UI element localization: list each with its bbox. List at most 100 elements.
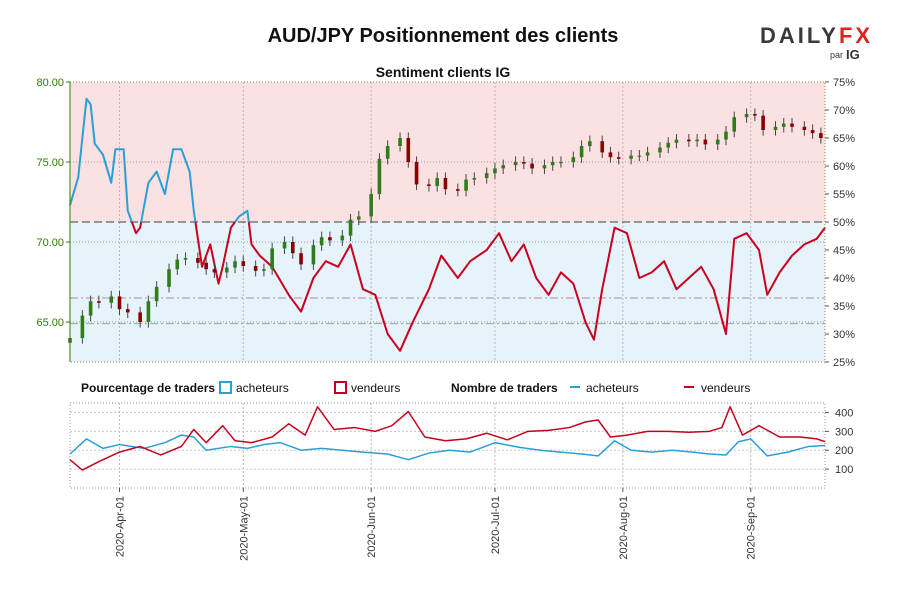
count-frame-border — [69, 402, 826, 489]
candle-up — [724, 131, 728, 140]
candle-up — [369, 194, 373, 217]
percent-tick-label: 60% — [833, 161, 855, 173]
percent-tick-label: 70% — [833, 105, 855, 117]
candle-up — [588, 141, 592, 146]
sentiment-bearish-zone — [70, 82, 825, 222]
legend-percentage-label: Pourcentage de traders — [81, 381, 215, 395]
candle-down — [414, 162, 419, 185]
chart-subtitle: Sentiment clients IG — [376, 64, 511, 80]
legend-pct-buyers-swatch — [219, 381, 232, 394]
candle-down — [753, 114, 757, 116]
chart-title: AUD/JPY Positionnement des clients — [268, 25, 619, 47]
candle-up — [493, 168, 497, 174]
candle-down — [443, 178, 448, 190]
candle-up — [695, 139, 699, 142]
candle-down — [125, 309, 130, 313]
date-tick-label: 2020-Jun-01 — [366, 496, 378, 558]
date-tick-label: 2020-Sep-01 — [746, 496, 758, 560]
candle-down — [761, 115, 765, 130]
net-short-line-segment — [130, 221, 143, 235]
candle-up — [559, 162, 563, 164]
price-candles — [68, 108, 823, 349]
candle-up — [175, 259, 180, 270]
candle-up — [472, 178, 477, 180]
date-tick-label: 2020-Jul-01 — [490, 496, 502, 554]
candle-up — [645, 152, 650, 156]
candle-up — [464, 179, 468, 191]
candle-up — [262, 269, 266, 271]
net-long-line-segment — [234, 209, 250, 223]
candle-up — [637, 155, 642, 157]
candle-down — [790, 123, 794, 127]
candle-down — [253, 266, 258, 271]
percent-tick-label: 65% — [833, 133, 855, 145]
candle-up — [183, 258, 188, 260]
candle-down — [212, 269, 217, 273]
price-tick-label: 75.00 — [36, 157, 64, 169]
net-long-percentage-lines — [69, 97, 826, 352]
candle-down — [616, 157, 621, 159]
candle-up — [80, 315, 85, 338]
candle-up — [501, 165, 505, 169]
candle-up — [311, 245, 316, 265]
candle-down — [600, 141, 605, 153]
candle-down — [427, 184, 431, 186]
percent-tick-label: 55% — [833, 189, 855, 201]
candle-up — [435, 178, 439, 186]
candle-up — [385, 146, 390, 159]
legend-count-label: Nombre de traders — [451, 381, 558, 395]
candle-down — [97, 301, 101, 303]
candle-up — [629, 155, 633, 159]
price-tick-label: 80.00 — [36, 77, 64, 89]
candle-up — [674, 139, 679, 143]
price-tick-label: 70.00 — [36, 237, 64, 249]
net-long-line-segment — [69, 97, 133, 223]
candle-down — [687, 139, 691, 142]
candle-up — [282, 242, 287, 249]
candle-up — [484, 173, 489, 178]
sellers-count-line — [69, 406, 826, 471]
candle-down — [138, 312, 142, 322]
candle-down — [522, 162, 526, 164]
net-short-line-segment — [194, 221, 236, 285]
candle-down — [299, 253, 303, 265]
candle-up — [377, 158, 382, 194]
legend-pct-sellers: vendeurs — [351, 381, 400, 395]
trader-count-lines — [69, 406, 826, 471]
candle-up — [398, 138, 402, 146]
candle-up — [732, 117, 737, 132]
candle-up — [550, 162, 555, 166]
candle-down — [241, 261, 246, 266]
date-tick-label: 2020-May-01 — [238, 496, 250, 561]
legend-pct-buyers: acheteurs — [236, 381, 289, 395]
candle-up — [88, 301, 93, 316]
price-tick-label: 65.00 — [36, 317, 64, 329]
candle-down — [703, 139, 708, 145]
logo-by: par — [830, 50, 843, 60]
legend-count-sellers: vendeurs — [701, 381, 750, 395]
main-plot-background — [70, 82, 825, 362]
candle-down — [406, 138, 411, 162]
candle-down — [290, 242, 295, 254]
candle-up — [319, 237, 324, 246]
count-tick-label: 200 — [835, 445, 853, 457]
candle-down — [117, 296, 122, 310]
candle-up — [773, 126, 778, 130]
count-axis: 100 200 300 400 — [825, 407, 853, 476]
percent-tick-label: 50% — [833, 217, 855, 229]
logo-ig: IG — [846, 47, 860, 62]
candle-up — [167, 269, 171, 287]
candle-up — [658, 147, 662, 153]
candle-down — [530, 163, 534, 169]
candle-down — [608, 152, 613, 158]
price-axis: 65.00 70.00 75.00 80.00 — [36, 77, 70, 329]
candle-up — [224, 267, 229, 273]
count-tick-label: 300 — [835, 426, 853, 438]
candle-up — [270, 248, 274, 270]
candle-up — [109, 296, 114, 303]
dailyfx-logo: DAILYFX par IG — [760, 23, 870, 62]
candle-up — [146, 301, 151, 322]
candle-up — [233, 261, 237, 268]
buyers-count-line — [69, 434, 826, 461]
